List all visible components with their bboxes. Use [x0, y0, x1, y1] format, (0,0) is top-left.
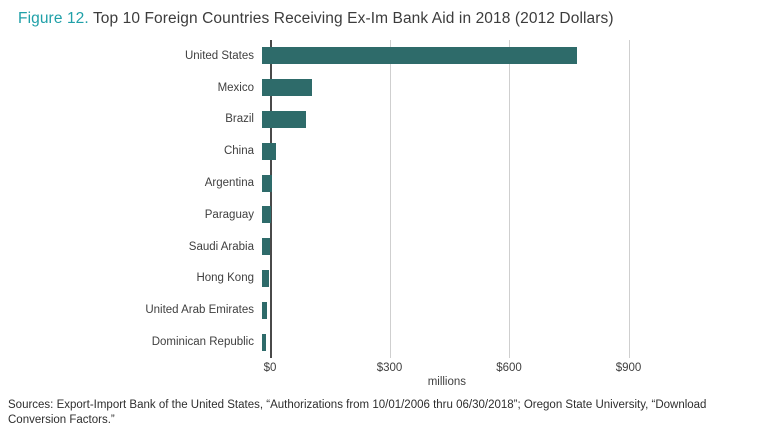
- bar-track: [262, 79, 740, 97]
- bar-row: Brazil: [0, 104, 768, 136]
- category-label: Hong Kong: [196, 272, 254, 285]
- chart-title-text: Top 10 Foreign Countries Receiving Ex-Im…: [92, 10, 614, 27]
- bar-track: [262, 110, 740, 128]
- category-label: United States: [184, 49, 254, 62]
- figure-number-label: Figure 12.: [18, 10, 89, 27]
- category-label: Dominican Republic: [151, 336, 254, 349]
- bar: [262, 47, 577, 65]
- category-label: Argentina: [204, 177, 254, 190]
- x-axis-label: millions: [427, 376, 467, 388]
- x-tick-label: $600: [496, 362, 522, 374]
- bar-track: [262, 238, 740, 256]
- bar-row: Mexico: [0, 72, 768, 104]
- bar-track: [262, 206, 740, 224]
- bar-row: United States: [0, 40, 768, 72]
- bar-track: [262, 174, 740, 192]
- x-tick-label: $300: [376, 362, 403, 374]
- bar-track: [262, 142, 740, 160]
- bar-track: [262, 301, 740, 319]
- category-label: Brazil: [225, 113, 254, 126]
- bar: [262, 110, 306, 128]
- bar-row: United Arab Emirates: [0, 294, 768, 326]
- bar-row: Hong Kong: [0, 263, 768, 295]
- bar: [262, 269, 269, 287]
- bar: [262, 333, 267, 351]
- bar: [262, 174, 272, 192]
- bar-row: China: [0, 135, 768, 167]
- bar-chart: United States Mexico Brazil China Argentina P…: [0, 40, 768, 358]
- bar-row: Dominican Republic: [0, 326, 768, 358]
- bar: [262, 79, 312, 97]
- bar-row: Saudi Arabia: [0, 231, 768, 263]
- x-axis-label-row: millions: [270, 374, 748, 390]
- source-note: Sources: Export-Import Bank of the Unite…: [8, 399, 707, 426]
- bar: [262, 142, 276, 160]
- category-label: Mexico: [217, 81, 254, 94]
- chart-title: Figure 12. Top 10 Foreign Countries Rece…: [0, 0, 768, 32]
- category-label: Paraguay: [204, 208, 254, 221]
- x-tick-label: $0: [263, 362, 277, 374]
- bar-rows: United States Mexico Brazil China Argentina P…: [0, 40, 768, 358]
- x-axis-ticks: $0 $300 $600 $900: [264, 358, 748, 374]
- bar-row: Paraguay: [0, 199, 768, 231]
- bar-track: [262, 333, 740, 351]
- category-label: China: [223, 145, 254, 158]
- bar: [262, 301, 268, 319]
- category-label: United Arab Emirates: [145, 304, 254, 317]
- x-tick-label: $900: [615, 362, 642, 374]
- bar-row: Argentina: [0, 167, 768, 199]
- bar: [262, 238, 270, 256]
- bar-track: [262, 47, 740, 65]
- bar-track: [262, 269, 740, 287]
- category-label: Saudi Arabia: [188, 240, 254, 253]
- bar: [262, 206, 271, 224]
